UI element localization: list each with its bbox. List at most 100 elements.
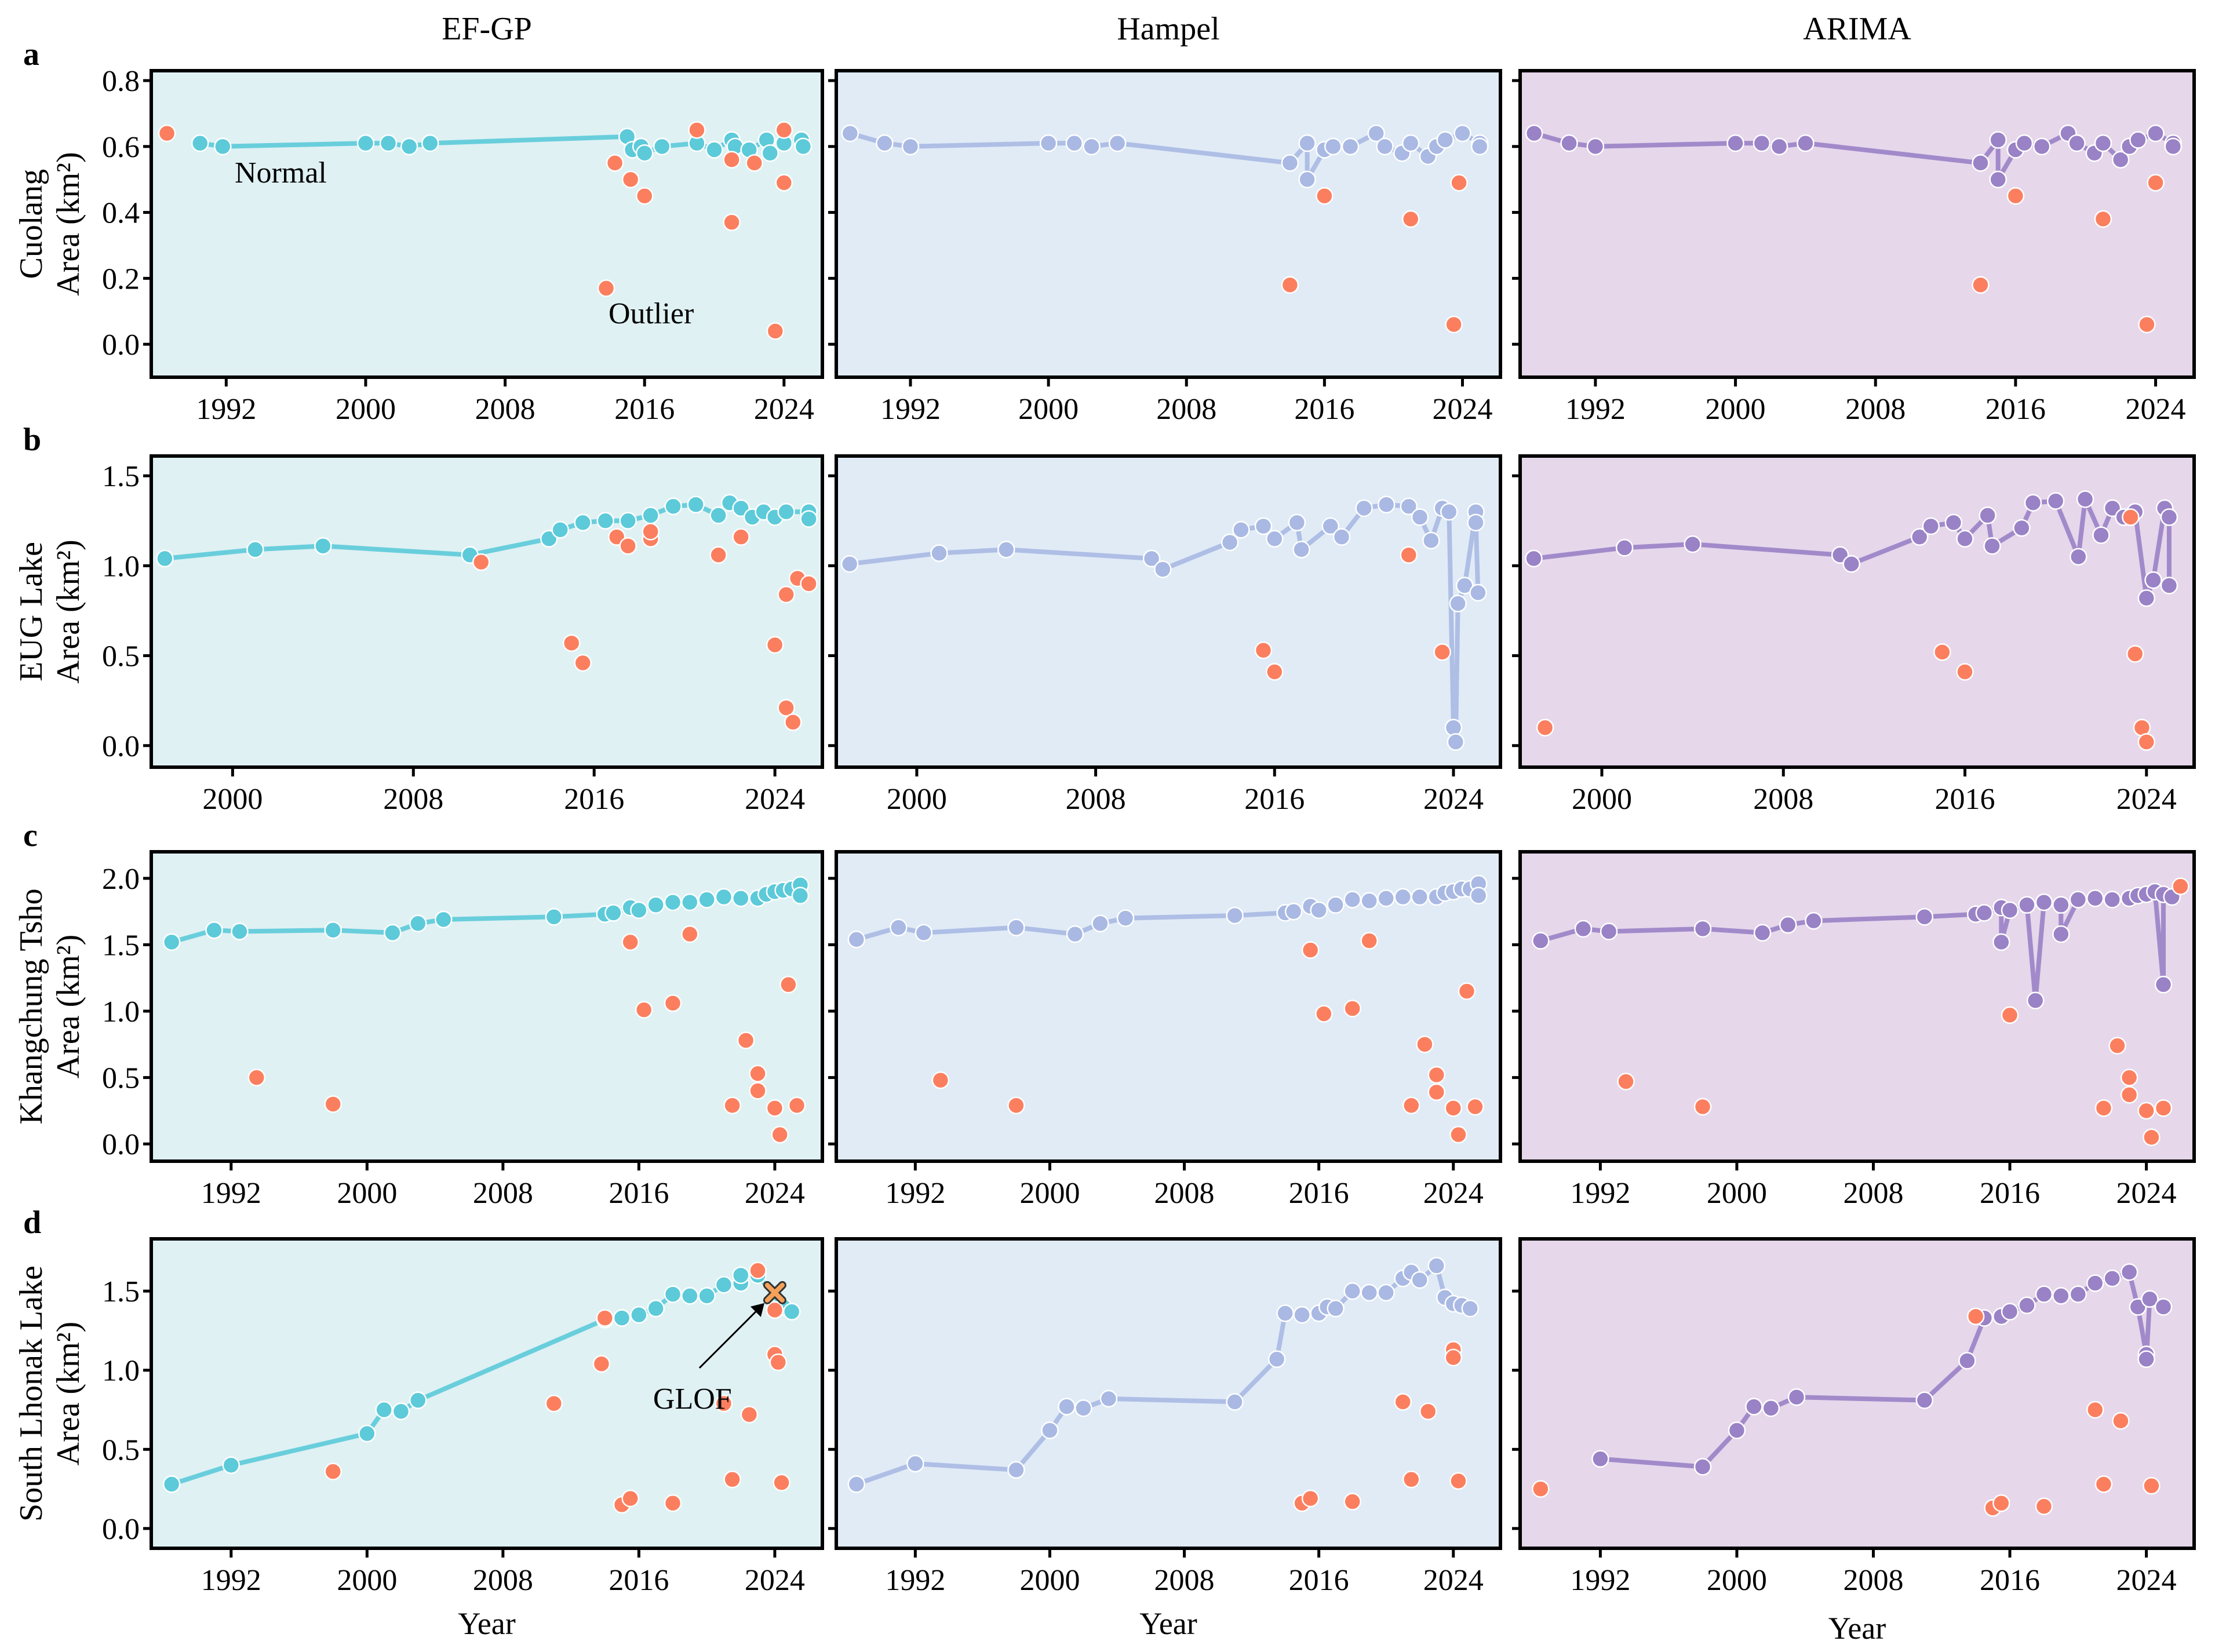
outlier-point	[800, 575, 818, 593]
outlier-point	[737, 1031, 755, 1049]
outlier-point	[324, 1463, 342, 1480]
normal-point	[2068, 134, 2086, 152]
normal-point	[358, 1424, 376, 1443]
normal-point	[2052, 896, 2070, 914]
normal-point	[2052, 925, 2070, 943]
normal-point	[619, 512, 637, 530]
panel-d-arima: 1992 2000 2008 2016 2024 Year	[1512, 1237, 2196, 1646]
outlier-point	[635, 1001, 653, 1019]
outlier-point	[1433, 643, 1451, 661]
x-tick-label: 2008	[1154, 1564, 1215, 1597]
outlier-point	[1301, 941, 1320, 959]
normal-point	[2137, 589, 2156, 607]
panel-d-ef-gp: 0.0 0.5 1.0 1.5 1992 2000 2008 2016 2024 GLOF Year	[102, 1237, 824, 1641]
outlier-point	[1449, 1472, 1467, 1490]
outlier-point	[2094, 1475, 2113, 1493]
normal-point	[2070, 548, 2088, 566]
outlier-point	[709, 546, 727, 564]
outlier-point	[715, 1394, 733, 1413]
plot-frame	[150, 454, 824, 769]
x-tick-label: 2024	[745, 783, 805, 816]
normal-point	[1944, 513, 1963, 532]
normal-point	[709, 506, 727, 524]
normal-point	[1232, 521, 1250, 539]
outlier-point	[1536, 719, 1554, 736]
outlier-point	[2137, 1102, 2155, 1120]
x-tick-label: 1992	[880, 393, 941, 426]
normal-point	[630, 901, 648, 920]
outlier-point	[1402, 1096, 1420, 1114]
normal-point	[1470, 887, 1488, 905]
normal-point	[698, 891, 716, 909]
normal-point	[1805, 911, 1823, 930]
outlier-point	[2001, 1006, 2019, 1024]
normal-point	[2035, 1285, 2053, 1303]
plot-frame	[1518, 69, 2196, 379]
x-tick-label: 1992	[1570, 1177, 1630, 1210]
x-tick-label: 2000	[1019, 1177, 1080, 1210]
x-tick-label: 2016	[1935, 783, 1995, 816]
normal-point	[1456, 577, 1474, 595]
x-tick-label: 2008	[1753, 783, 1813, 816]
normal-point	[847, 931, 866, 949]
outlier-point	[766, 322, 785, 340]
plot-frame	[835, 454, 1502, 769]
x-tick-label: 2000	[1018, 393, 1079, 426]
x-tick-label: 1992	[885, 1177, 945, 1210]
x-tick-label: 2008	[1154, 1177, 1215, 1210]
outlier-point	[1972, 276, 1990, 294]
outlier-point	[1401, 210, 1420, 228]
outlier-point	[2147, 174, 2165, 192]
y-tick-label: 1.5	[102, 929, 140, 962]
panel-c-ef-gp: 0.0 0.5 1.0 1.5 2.0 1992 2000 2008 2016 2024	[102, 850, 824, 1210]
outlier-point	[749, 1064, 767, 1082]
x-tick-label: 2024	[745, 1177, 805, 1210]
normal-point	[2018, 1296, 2036, 1314]
outlier-point	[771, 1125, 789, 1144]
outlier-point	[324, 1095, 342, 1113]
normal-point	[551, 521, 569, 539]
normal-point	[1447, 733, 1465, 751]
x-tick-label: 2008	[473, 1177, 533, 1210]
outlier-point	[1933, 643, 1951, 661]
x-tick-label: 2024	[1423, 783, 1484, 816]
normal-point	[800, 510, 818, 528]
outlier-point	[2154, 1099, 2173, 1117]
normal-point	[2129, 131, 2147, 149]
outlier-point	[2035, 1497, 2053, 1515]
x-tick-label: 1992	[1565, 393, 1626, 426]
x-tick-label: 2008	[475, 393, 535, 426]
x-tick-label: 2000	[337, 1177, 397, 1210]
normal-point	[890, 918, 908, 936]
normal-point	[653, 137, 671, 156]
x-tick-label: 2024	[754, 393, 814, 426]
normal-point	[2086, 1274, 2104, 1292]
normal-point	[1376, 137, 1394, 156]
x-tick-label: 2024	[1423, 1564, 1484, 1597]
x-tick-label: 2016	[1980, 1177, 2040, 1210]
x-tick-label: 2000	[1707, 1564, 1767, 1597]
outlier-point	[1254, 641, 1273, 659]
glof-marker	[764, 1282, 785, 1303]
panel-letter: a	[23, 37, 39, 72]
outlier-point	[2143, 1476, 2161, 1495]
normal-point	[1453, 124, 1471, 143]
y-tick-label: 0.0	[102, 730, 140, 763]
y-tick-label: 0.0	[102, 329, 140, 362]
normal-point	[1574, 920, 1593, 938]
x-tick-label: 2000	[336, 393, 396, 426]
outlier-point	[619, 537, 637, 555]
normal-point	[1377, 889, 1395, 907]
normal-point	[1091, 914, 1109, 933]
x-tick-label: 2016	[1244, 783, 1305, 816]
normal-point	[1007, 1461, 1025, 1479]
normal-point	[1693, 1458, 1712, 1476]
plot-background	[836, 71, 1500, 377]
normal-point	[1586, 137, 1605, 156]
outlier-point	[1315, 1005, 1333, 1023]
normal-point	[1324, 137, 1342, 156]
panel-b-hampel: 2000 2008 2016 2024	[828, 454, 1502, 816]
normal-point	[1983, 537, 2001, 555]
normal-point	[1367, 124, 1385, 143]
panel-letter: c	[23, 818, 38, 854]
